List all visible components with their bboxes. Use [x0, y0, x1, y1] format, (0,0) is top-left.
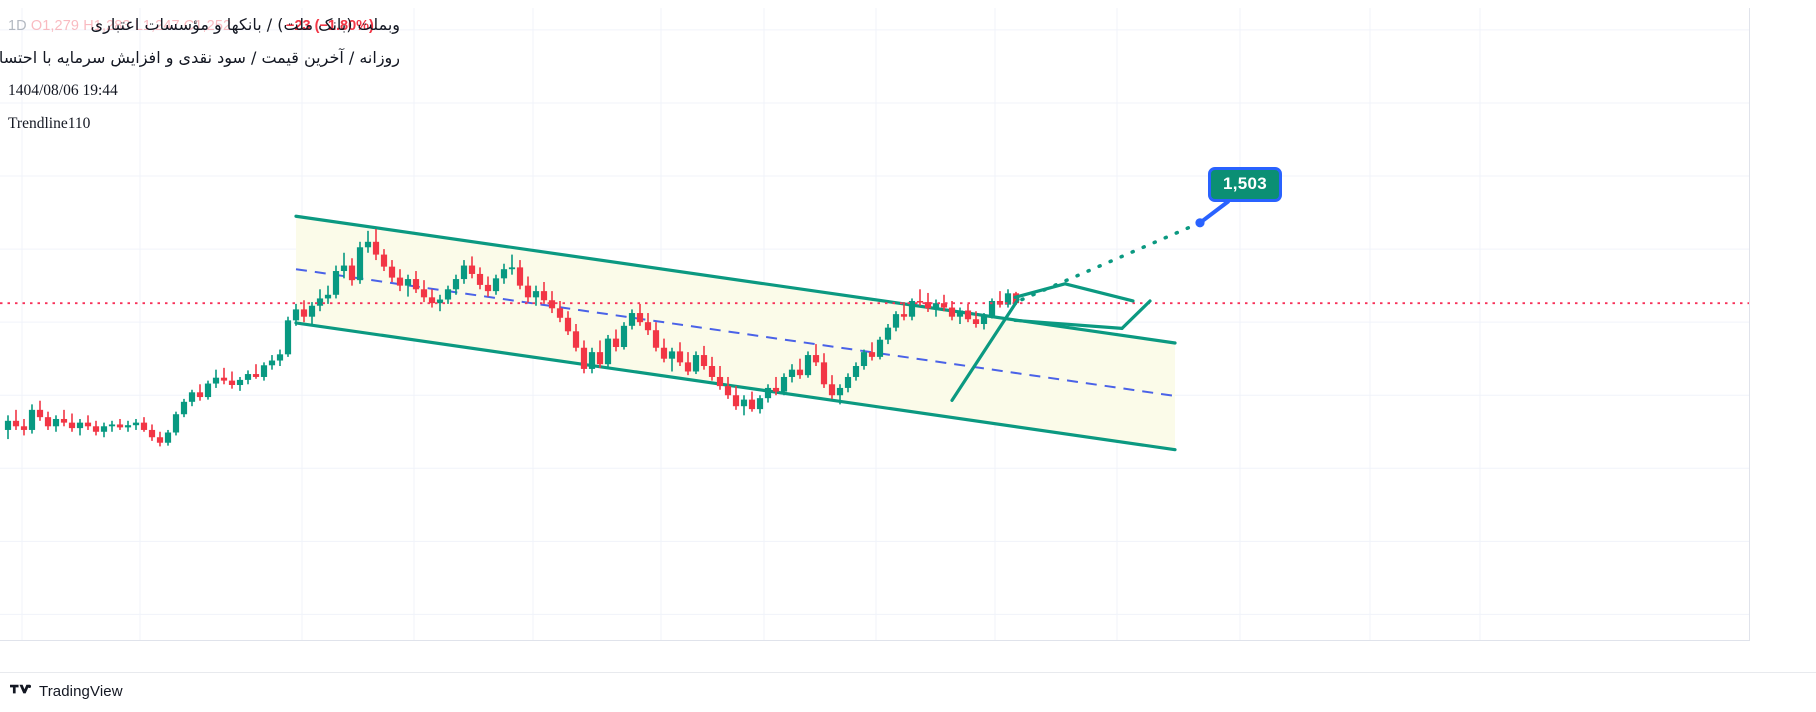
price-target-badge[interactable]: 1,503: [1208, 167, 1283, 202]
time-scale-axis[interactable]: [0, 640, 1750, 673]
chart-canvas: [0, 8, 1750, 640]
chart-footer: TradingView: [0, 672, 1816, 712]
tradingview-logo-text: TradingView: [39, 683, 123, 700]
candlestick-series: [4, 229, 1020, 447]
tradingview-mark-icon: [10, 684, 32, 694]
chart-plot-area[interactable]: [0, 8, 1750, 640]
drawings-overlay: [0, 199, 1750, 402]
tradingview-logo[interactable]: TradingView: [10, 683, 123, 700]
price-scale-axis[interactable]: [1749, 8, 1816, 640]
trend-channel: [294, 214, 1177, 452]
